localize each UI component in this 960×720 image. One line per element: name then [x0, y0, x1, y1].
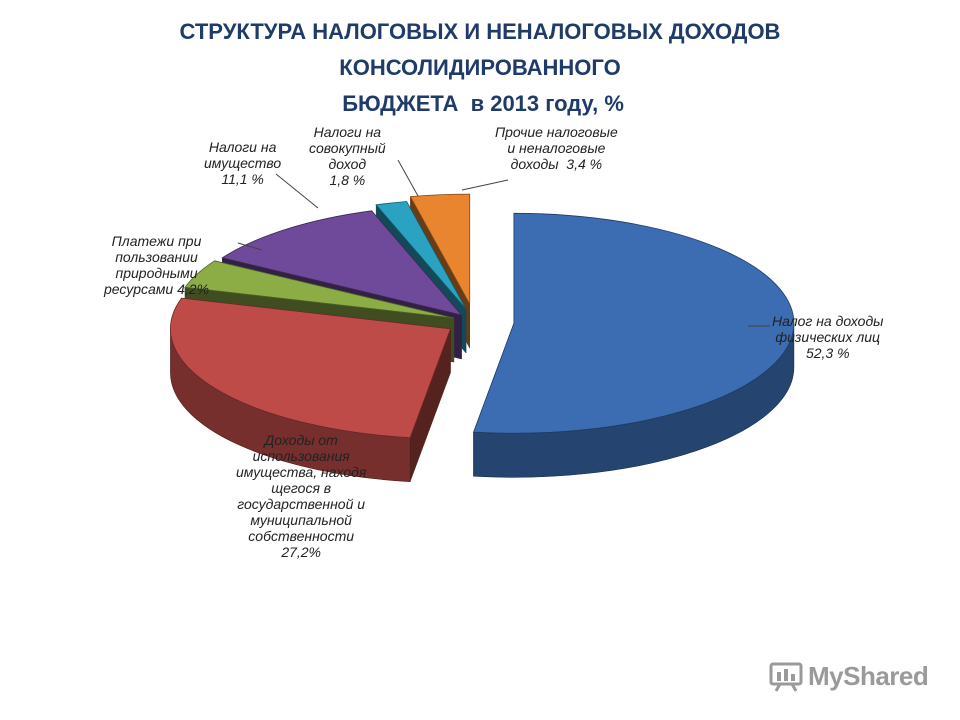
- leader-lines: [237, 159, 770, 327]
- pie-slice-income-tax: [473, 212, 795, 478]
- chart-title-line-1: СТРУКТУРА НАЛОГОВЫХ И НЕНАЛОГОВЫХ ДОХОДО…: [179, 19, 781, 44]
- label-property-taxes: Налоги на имущество 11,1 %: [204, 139, 282, 187]
- pie-slice-top-natural-resources: [184, 260, 454, 319]
- pie-slice-top-income-tax: [473, 212, 795, 434]
- label-natural-resources: Платежи при пользовании природными ресур…: [104, 233, 210, 297]
- watermark-text: MyShared: [808, 660, 929, 691]
- chart-title-line-3: БЮДЖЕТА в 2013 году, %: [336, 91, 624, 116]
- label-other-revenues: Прочие налоговые и неналоговые доходы 3,…: [495, 124, 618, 172]
- label-income-tax: Налог на доходы физических лиц 52,3 %: [772, 313, 884, 361]
- pie-slice-top-property-income: [170, 297, 452, 439]
- leader-line-4: [461, 179, 509, 191]
- leader-line-1: [237, 242, 263, 251]
- presentation-board-icon: [769, 662, 803, 692]
- label-aggregate-income-taxes: Налоги на совокупный доход 1,8 %: [309, 124, 386, 188]
- watermark: MyShared: [768, 656, 938, 696]
- pie-slice-top-aggregate-income-taxes: [375, 201, 467, 310]
- pie-slice-top-property-taxes: [221, 210, 463, 316]
- leader-line-3: [397, 159, 419, 197]
- pie-slice-top-other-revenues: [409, 193, 471, 305]
- chart-title-line-2: КОНСОЛИДИРОВАННОГО: [339, 55, 621, 80]
- pie-slice-property-income: [170, 297, 452, 482]
- leader-line-2: [275, 173, 319, 209]
- chart-title: СТРУКТУРА НАЛОГОВЫХ И НЕНАЛОГОВЫХ ДОХОДО…: [0, 14, 960, 122]
- label-property-income: Доходы от использования имущества, наход…: [236, 432, 367, 560]
